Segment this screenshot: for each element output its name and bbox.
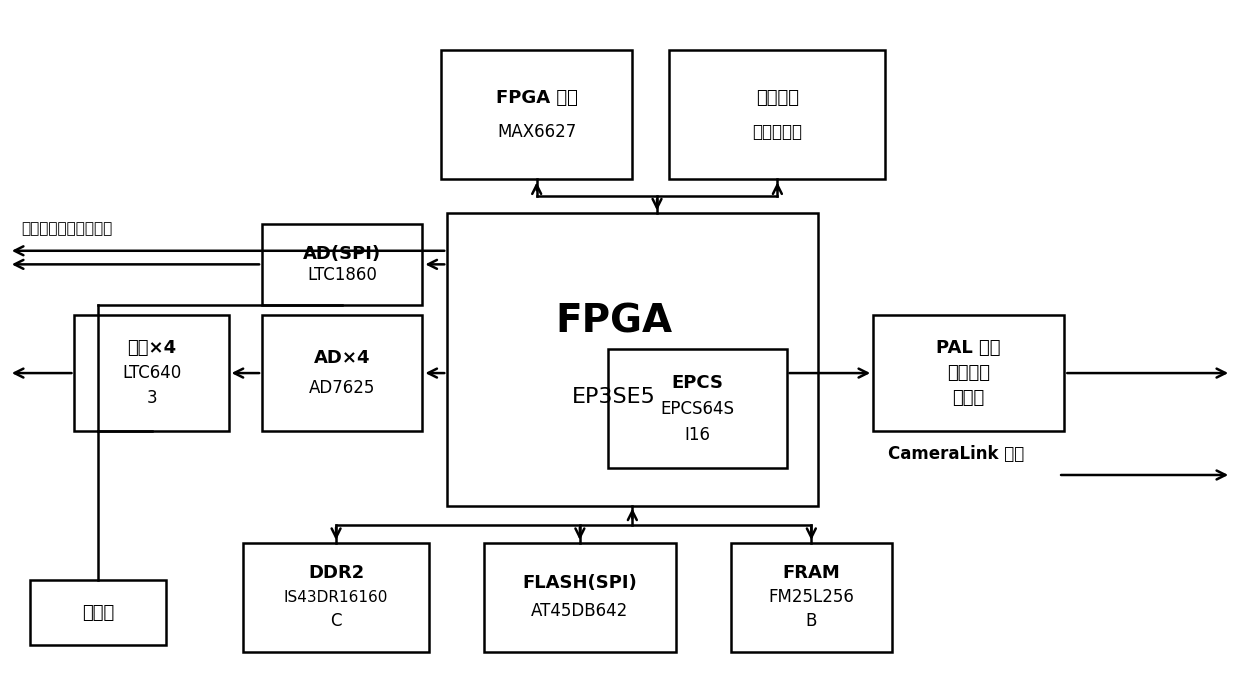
Bar (484, 543, 676, 651)
Text: FLASH(SPI): FLASH(SPI) (522, 574, 637, 592)
Text: AD×4: AD×4 (314, 349, 371, 367)
Text: DDR2: DDR2 (308, 564, 365, 582)
Text: FPGA: FPGA (556, 303, 672, 340)
Text: C: C (330, 612, 342, 630)
Text: 运放×4: 运放×4 (126, 338, 176, 357)
Bar (732, 543, 892, 651)
Text: CameraLink 视频: CameraLink 视频 (888, 445, 1024, 463)
Text: FM25L256: FM25L256 (769, 588, 854, 606)
Text: FPGA 测温: FPGA 测温 (496, 89, 578, 107)
Text: EP3SE5: EP3SE5 (572, 388, 656, 408)
Bar (670, 50, 885, 179)
Text: AT45DB642: AT45DB642 (531, 602, 629, 621)
Text: EPCS: EPCS (671, 373, 723, 392)
Bar (262, 315, 423, 431)
Text: 外围接口: 外围接口 (756, 89, 799, 107)
Text: LTC640: LTC640 (122, 364, 181, 382)
Bar (441, 50, 632, 179)
Text: 3: 3 (146, 390, 156, 408)
Text: 恒流源: 恒流源 (82, 603, 114, 621)
Text: 序输出: 序输出 (952, 390, 985, 408)
Text: 频数字时: 频数字时 (947, 364, 991, 382)
Text: IS43DR16160: IS43DR16160 (284, 590, 388, 605)
Bar (30, 580, 166, 645)
Text: MAX6627: MAX6627 (497, 123, 577, 140)
Text: 探测器控制信号、电源: 探测器控制信号、电源 (21, 221, 113, 236)
Text: LTC1860: LTC1860 (308, 266, 377, 284)
Text: I16: I16 (684, 426, 711, 444)
Text: PAL 制视: PAL 制视 (936, 338, 1001, 357)
Text: 键盘、通讯: 键盘、通讯 (753, 123, 802, 140)
Bar (243, 543, 429, 651)
Text: FRAM: FRAM (782, 564, 841, 582)
Bar (448, 214, 817, 506)
Text: EPCS64S: EPCS64S (660, 400, 734, 418)
Bar (608, 349, 786, 468)
Bar (873, 315, 1064, 431)
Bar (262, 223, 423, 305)
Text: B: B (806, 612, 817, 630)
Text: AD(SPI): AD(SPI) (304, 245, 382, 263)
Text: AD7625: AD7625 (309, 379, 376, 397)
Bar (74, 315, 228, 431)
